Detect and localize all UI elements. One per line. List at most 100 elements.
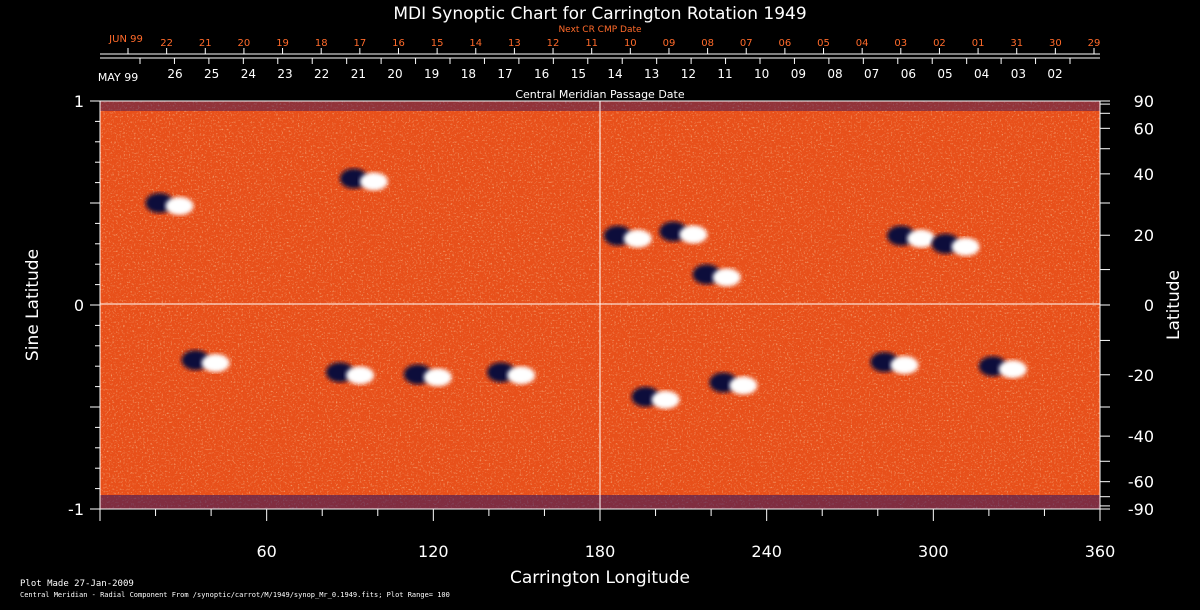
positive-polarity-patch	[651, 390, 680, 409]
positive-polarity-patch	[729, 376, 758, 395]
cmp-date-label: 16	[534, 67, 549, 81]
next-cr-date-label: 03	[894, 38, 907, 49]
cmp-date-label: 07	[864, 67, 879, 81]
cmp-date-label: 12	[681, 67, 696, 81]
y-axis-right: 90 60 40 20 0 -20 -40 -60 -90	[1100, 92, 1154, 519]
next-cr-date-axis: 22 21 20 19 18 17 16 15 14 13 12 11 10 09 08 07 06 05 04 03…	[100, 38, 1101, 55]
cmp-date-label: 25	[204, 67, 219, 81]
positive-polarity-patch	[346, 366, 374, 385]
active-regions	[145, 168, 1027, 409]
active-region	[692, 264, 741, 287]
cmp-date-label: 02	[1047, 67, 1062, 81]
next-cr-date-label: 01	[972, 38, 985, 49]
next-cr-date-label: 19	[276, 38, 289, 49]
next-cr-date-label: 08	[701, 38, 714, 49]
active-region	[709, 372, 758, 395]
positive-polarity-patch	[951, 237, 980, 256]
active-region	[659, 221, 708, 244]
plot-made-note: Plot Made 27-Jan-2009	[20, 579, 134, 589]
active-region	[931, 233, 980, 256]
positive-polarity-patch	[679, 225, 708, 244]
active-region	[181, 350, 230, 373]
next-cr-date-label: 17	[353, 38, 366, 49]
cmp-date-label: 19	[424, 67, 439, 81]
x-tick-label: 60	[256, 542, 276, 561]
next-cr-date-label: 16	[392, 38, 405, 49]
cmp-date-label: 13	[644, 67, 659, 81]
cmp-date-label: 15	[571, 67, 586, 81]
cmp-date-label: 24	[241, 67, 256, 81]
active-region	[145, 193, 194, 215]
next-cr-date-label: 02	[933, 38, 946, 49]
next-cr-date-label: 05	[817, 38, 830, 49]
cmp-date-axis: 26 25 24 23 22 21 20 19 18 17 16 15 14 13 12 11 10 09 08 07…	[100, 57, 1100, 81]
x-tick-label: 180	[585, 542, 616, 561]
x-axis-label: Carrington Longitude	[510, 568, 690, 588]
plot-source-note: Central Meridian - Radial Component From…	[20, 591, 450, 599]
next-cr-date-label: 18	[315, 38, 328, 49]
positive-polarity-patch	[423, 368, 452, 387]
cmp-date-label: 09	[791, 67, 806, 81]
cmp-date-label: 10	[754, 67, 769, 81]
active-region	[487, 362, 536, 385]
y-axis-label-left: Sine Latitude	[23, 249, 43, 361]
positive-polarity-patch	[998, 360, 1027, 379]
next-cr-date-label: 13	[508, 38, 521, 49]
cmp-date-label: 04	[974, 67, 989, 81]
cmp-date-label: 06	[901, 67, 916, 81]
active-region	[631, 386, 680, 409]
next-cr-date-label: 09	[663, 38, 676, 49]
active-region	[603, 225, 652, 248]
cmp-date-label: 26	[167, 67, 182, 81]
positive-polarity-patch	[201, 354, 230, 373]
next-cr-label: Next CR CMP Date	[558, 25, 642, 35]
chart-title: MDI Synoptic Chart for Carrington Rotati…	[393, 4, 806, 24]
x-tick-label: 360	[1085, 542, 1116, 561]
y-right-tick-label: -40	[1128, 427, 1154, 446]
positive-polarity-patch	[907, 229, 936, 248]
x-tick-label: 240	[751, 542, 782, 561]
y-right-tick-label: 40	[1134, 165, 1154, 184]
y-right-tick-label: -60	[1128, 473, 1154, 492]
next-cr-date-label: 10	[624, 38, 637, 49]
y-left-tick-label: 0	[74, 296, 84, 315]
next-cr-date-label: 30	[1049, 38, 1062, 49]
cmp-date-label: 18	[461, 67, 476, 81]
y-left-tick-label: -1	[68, 500, 84, 519]
positive-polarity-patch	[359, 172, 388, 191]
y-axis-left: 1 0 -1	[68, 92, 100, 519]
next-cr-date-label: 22	[160, 38, 173, 49]
cmp-date-label: 22	[314, 67, 329, 81]
y-axis-label-right: Latitude	[1164, 270, 1184, 340]
x-tick-label: 120	[418, 542, 449, 561]
active-region	[403, 364, 452, 387]
next-cr-date-label: 04	[856, 38, 869, 49]
y-right-tick-label: 90	[1134, 92, 1154, 111]
next-cr-date-label: 29	[1088, 38, 1101, 49]
active-region	[326, 362, 374, 385]
active-region	[978, 356, 1027, 379]
cmp-label: Central Meridian Passage Date	[515, 88, 684, 101]
next-cr-date-label: 20	[238, 38, 251, 49]
positive-polarity-patch	[890, 356, 919, 375]
positive-polarity-patch	[623, 229, 652, 248]
x-tick-label: 300	[918, 542, 949, 561]
positive-polarity-patch	[507, 366, 536, 385]
next-cr-date-label: 21	[199, 38, 212, 49]
active-region	[870, 352, 919, 375]
y-right-tick-label: 60	[1134, 119, 1154, 138]
next-cr-date-label: 15	[431, 38, 444, 49]
next-cr-date-label: 07	[740, 38, 753, 49]
positive-polarity-patch	[712, 268, 741, 287]
cmp-date-label: 21	[351, 67, 366, 81]
next-cr-date-label: 14	[469, 38, 482, 49]
active-region	[887, 225, 936, 248]
x-axis: 60 120 180 240 300 360	[99, 509, 1116, 561]
y-right-tick-label: -90	[1128, 500, 1154, 519]
active-region	[339, 168, 388, 191]
cmp-date-label: 17	[497, 67, 512, 81]
cmp-date-label: 23	[277, 67, 292, 81]
y-right-tick-label: -20	[1128, 366, 1154, 385]
y-right-tick-label: 20	[1134, 226, 1154, 245]
